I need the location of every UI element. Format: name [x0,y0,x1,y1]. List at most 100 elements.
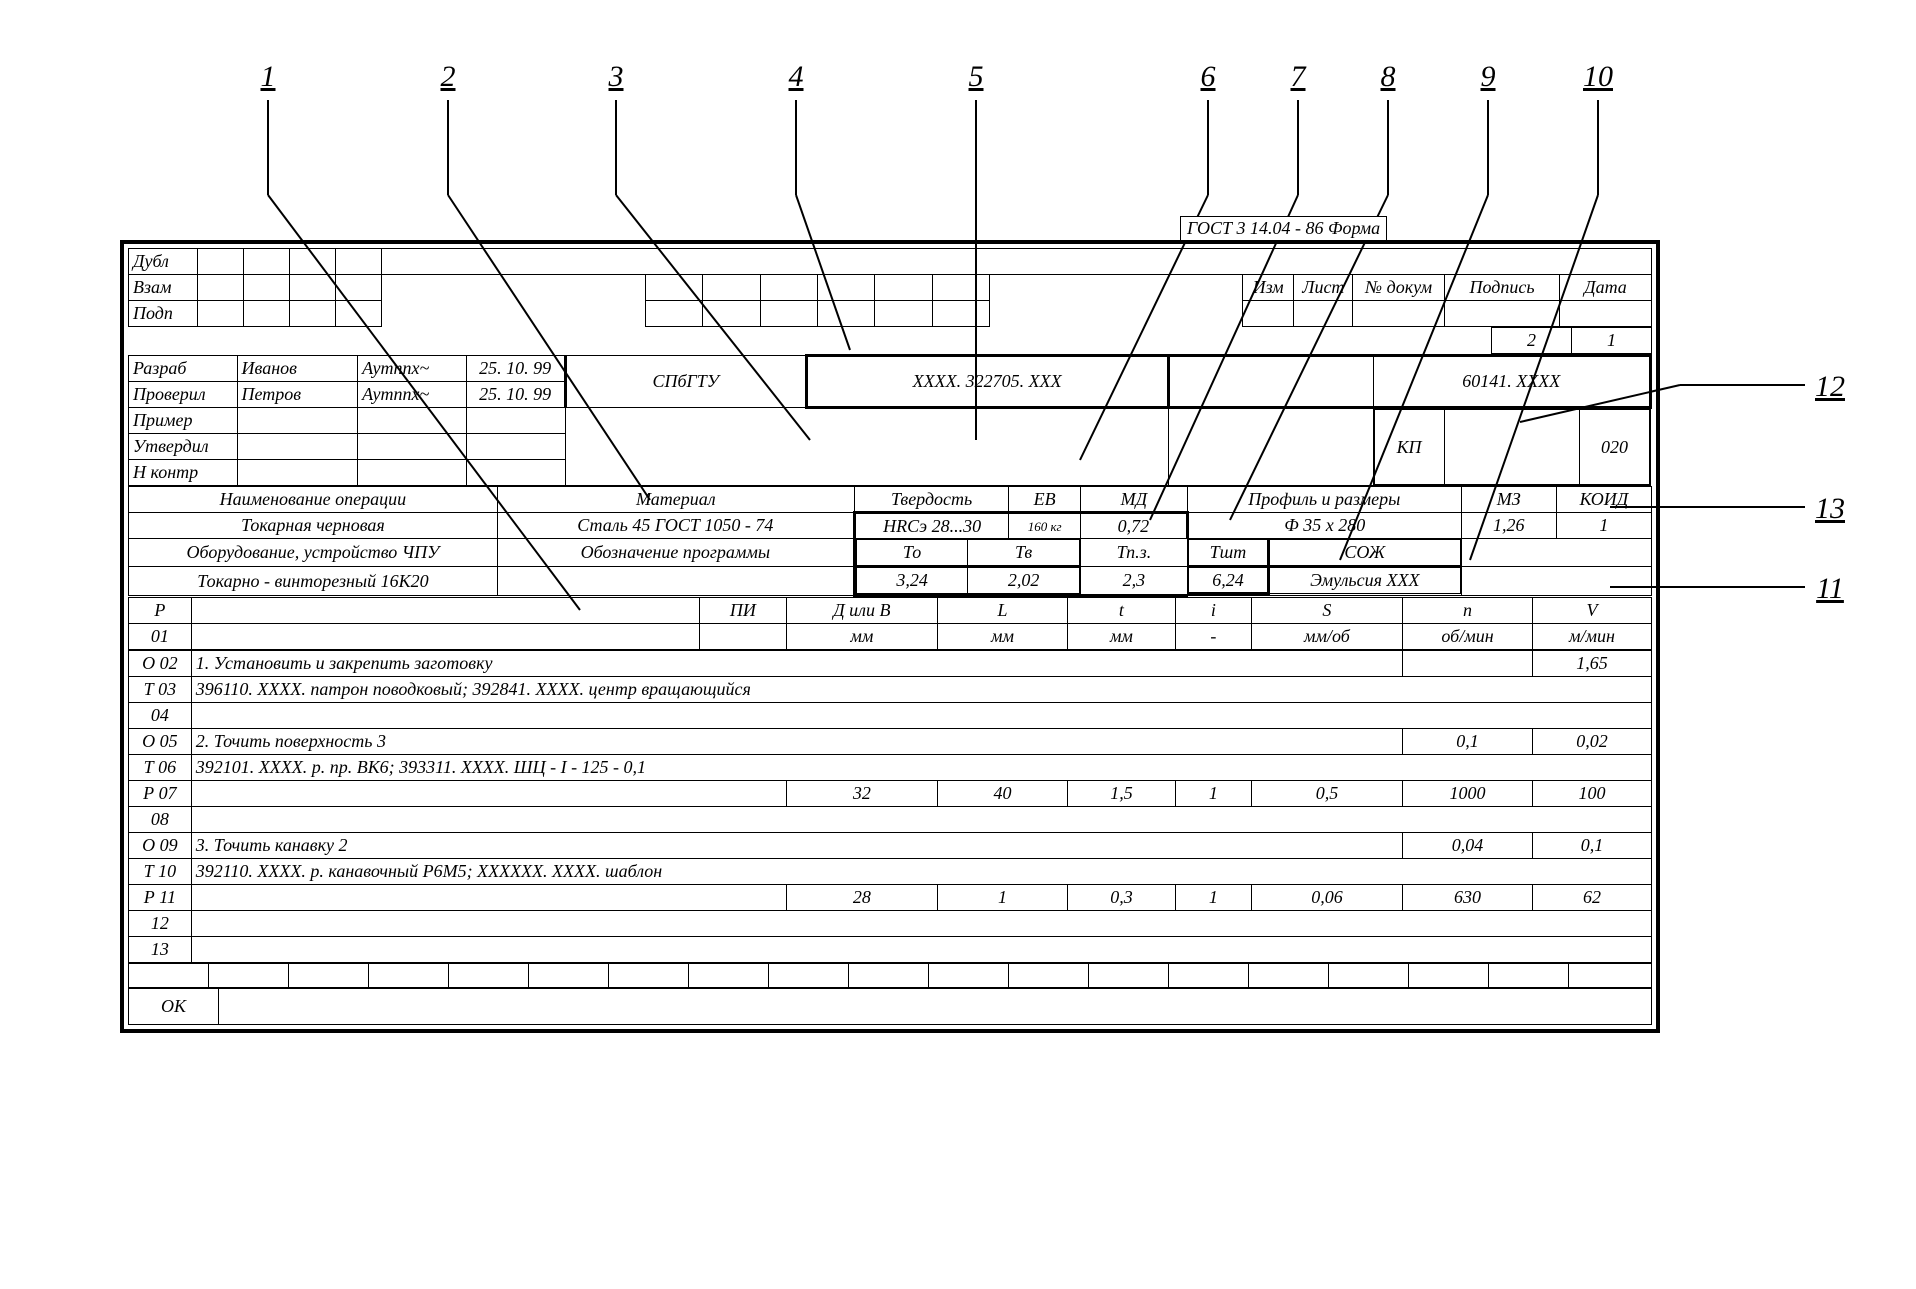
lbl-dubl: Дубл [129,249,198,275]
lbl-data: Дата [1559,275,1651,301]
page-b: 1 [1572,328,1652,354]
operation-row: О 093. Точить канавку 20,040,1 [129,833,1652,859]
u-s: мм/об [1251,624,1402,650]
col-t: t [1067,598,1175,624]
callout-13: 13 [1810,492,1850,526]
col-s: S [1251,598,1402,624]
operation-row: 08 [129,807,1652,833]
callout-2: 2 [428,60,468,94]
name-1: Иванов [237,356,358,382]
v-soz: Эмульсия ХХХ [1268,568,1460,594]
callout-9: 9 [1468,60,1508,94]
operation-row: 12 [129,911,1652,937]
callout-6: 6 [1188,60,1228,94]
h-material: Материал [497,487,854,513]
sig-2: Аутппх~ [358,382,467,408]
ok-row: ОК [128,988,1652,1025]
appr-nkontr: Н контр [129,460,238,486]
h-soz: СОЖ [1268,540,1460,566]
v-tpz: 2,3 [1080,567,1187,596]
v-m3: 1,26 [1461,513,1556,539]
part-code: 60141. ХХХХ [1373,356,1650,408]
v-tsht: 6,24 [1188,568,1268,594]
name-2: Петров [237,382,358,408]
callout-3: 3 [596,60,636,94]
col-pi: ПИ [700,598,787,624]
v-ev: 160 кг [1009,513,1080,539]
v-tv: 2,02 [968,568,1080,594]
u-v: м/мин [1532,624,1651,650]
date-2: 25. 10. 99 [466,382,565,408]
bottom-stub [128,963,1652,988]
title-block: Разраб Иванов Аутппх~ 25. 10. 99 СПбГТУ … [128,354,1652,486]
param-block: Наименование операции Материал Твердость… [128,486,1652,597]
lbl-ndok: № докум [1353,275,1445,301]
operation-row: Т 06392101. ХХХХ. р. пр. ВК6; 393311. ХХ… [129,755,1652,781]
h-profile: Профиль и размеры [1187,487,1461,513]
callout-12: 12 [1810,370,1850,404]
page-a: 2 [1492,328,1572,354]
h-tsht: Тшт [1188,540,1268,566]
v-to: 3,24 [856,568,968,594]
h-hardness: Твердость [854,487,1009,513]
v-koid: 1 [1556,513,1651,539]
h-m3: МЗ [1461,487,1556,513]
h-opname: Наименование операции [129,487,498,513]
operation-row: Р 112810,310,0663062 [129,885,1652,911]
callout-5: 5 [956,60,996,94]
operation-row: Р 0732401,510,51000100 [129,781,1652,807]
v-hardness: HRCэ 28...30 [854,513,1009,539]
h-md: МД [1080,487,1187,513]
operation-row: О 021. Установить и закрепить заготовку1… [129,651,1652,677]
operation-row: Т 03396110. ХХХХ. патрон поводковый; 392… [129,677,1652,703]
h-prog: Обозначение программы [497,539,854,567]
lbl-vzam: Взам [129,275,198,301]
page-numbers: 2 1 [128,327,1652,354]
h-tv: Тв [968,540,1080,566]
callout-8: 8 [1368,60,1408,94]
h-equip: Оборудование, устройство ЧПУ [129,539,498,567]
appr-utverdil: Утвердил [129,434,238,460]
columns-block: Р ПИ Д или В L t i S n V 01 мм мм мм - м… [128,597,1652,650]
h-ev: ЕВ [1009,487,1080,513]
org: СПбГТУ [565,356,806,408]
v-material: Сталь 45 ГОСТ 1050 - 74 [497,513,854,539]
col-r: Р [129,598,192,624]
row-01: 01 [129,624,192,650]
operation-row: О 052. Точить поверхность 30,10,02 [129,729,1652,755]
lbl-podpis: Подпись [1445,275,1560,301]
operation-row: 13 [129,937,1652,963]
ok-label: ОК [129,989,219,1025]
appr-primer: Пример [129,408,238,434]
callout-7: 7 [1278,60,1318,94]
u-d: мм [786,624,937,650]
callout-10: 10 [1578,60,1618,94]
operation-row: Т 10392110. ХХХХ. р. канавочный Р6М5; ХХ… [129,859,1652,885]
callout-11: 11 [1810,572,1850,606]
v-opname: Токарная черновая [129,513,498,539]
kp-val: 020 [1580,410,1650,485]
operations-table: О 021. Установить и закрепить заготовку1… [128,650,1652,963]
date-1: 25. 10. 99 [466,356,565,382]
col-v: V [1532,598,1651,624]
appr-razrab: Разраб [129,356,238,382]
lbl-izm: Изм [1242,275,1294,301]
u-l: мм [938,624,1068,650]
h-tpz: Тп.з. [1080,539,1187,567]
v-profile: Ф 35 x 280 [1187,513,1461,539]
callout-1: 1 [248,60,288,94]
u-n: об/мин [1403,624,1533,650]
col-d: Д или В [786,598,937,624]
appr-proveril: Проверил [129,382,238,408]
h-to: То [856,540,968,566]
callout-4: 4 [776,60,816,94]
col-n: n [1403,598,1533,624]
u-t: мм [1067,624,1175,650]
technical-form: Дубл Взам Изм Лист № докум Подпись Дата … [120,240,1660,1033]
u-i: - [1176,624,1252,650]
sig-1: Аутппх~ [358,356,467,382]
lbl-list: Лист [1294,275,1353,301]
page: 1 2 3 4 5 6 7 8 9 10 12 13 11 ГОСТ 3 14.… [20,20,1896,1269]
operation-row: 04 [129,703,1652,729]
col-i: i [1176,598,1252,624]
